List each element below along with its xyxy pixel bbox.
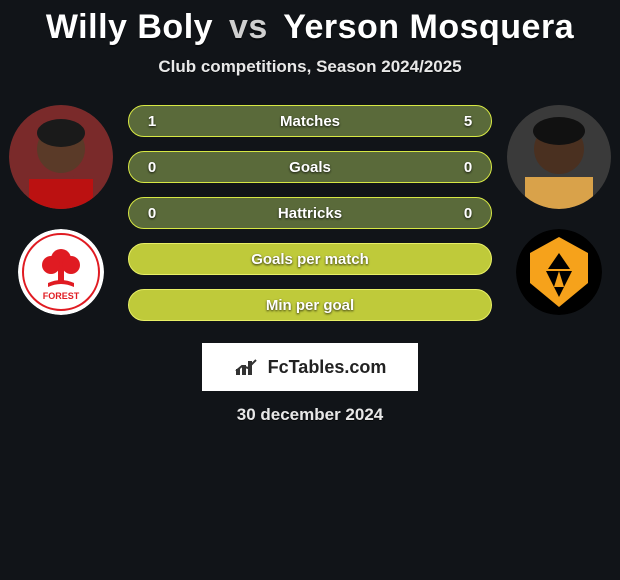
footer-logo: FcTables.com [202, 343, 418, 391]
stat-bar: Goals per match [128, 243, 492, 275]
footer-logo-row: FcTables.com [0, 343, 620, 391]
player2-club-badge [516, 229, 602, 315]
player2-avatar [507, 105, 611, 209]
stat-label: Goals per match [129, 251, 491, 268]
player1-club-badge: FOREST [18, 229, 104, 315]
subtitle: Club competitions, Season 2024/2025 [0, 57, 620, 77]
stat-label: Min per goal [129, 297, 491, 314]
badge-label: FOREST [43, 291, 80, 301]
avatar-icon [507, 105, 611, 209]
forest-badge-icon: FOREST [18, 229, 104, 315]
left-side: FOREST [6, 105, 116, 315]
stat-bar: 1Matches5 [128, 105, 492, 137]
right-side [504, 105, 614, 315]
stat-bar: 0Hattricks0 [128, 197, 492, 229]
chart-icon [234, 357, 262, 377]
page-title: Willy Boly vs Yerson Mosquera [0, 8, 620, 47]
stat-label: Matches [129, 113, 491, 130]
wolves-badge-icon [516, 229, 602, 315]
title-player2: Yerson Mosquera [283, 8, 574, 46]
title-vs: vs [229, 8, 268, 46]
stat-label: Goals [129, 159, 491, 176]
stat-bars: 1Matches5 0Goals0 0Hattricks0 Goals per mat… [116, 105, 504, 321]
stat-label: Hattricks [129, 205, 491, 222]
title-player1: Willy Boly [46, 8, 213, 46]
infographic-root: Willy Boly vs Yerson Mosquera Club compe… [0, 0, 620, 425]
date-label: 30 december 2024 [0, 405, 620, 425]
stat-bar: 0Goals0 [128, 151, 492, 183]
avatar-icon [9, 105, 113, 209]
footer-logo-text: FcTables.com [268, 357, 387, 378]
stat-bar: Min per goal [128, 289, 492, 321]
body-row: FOREST 1Matches5 0Goals0 0Hattricks0 Goals … [0, 105, 620, 321]
player1-avatar [9, 105, 113, 209]
